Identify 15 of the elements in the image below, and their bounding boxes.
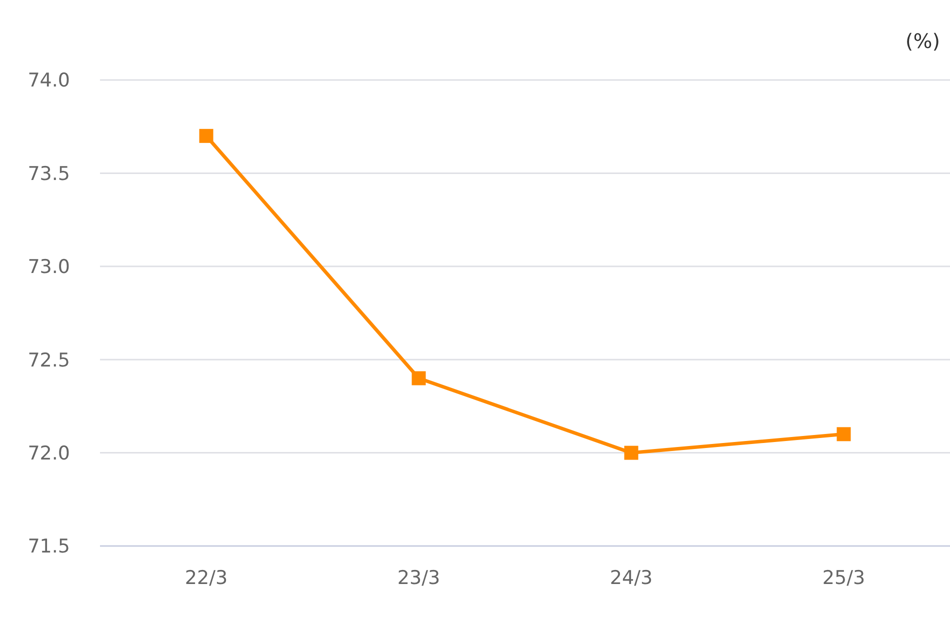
y-tick-label: 74.0 (28, 70, 70, 92)
point (836, 427, 851, 442)
y-tick-label: 72.5 (28, 349, 70, 372)
x-tick-label: 23/3 (397, 567, 440, 589)
point (624, 446, 638, 460)
y-tick-label: 72.0 (28, 442, 70, 464)
point (412, 371, 426, 386)
y-tick-label: 73.0 (28, 256, 70, 278)
x-tick-label: 25/3 (822, 567, 866, 589)
x-tick-label: 22/3 (184, 567, 228, 589)
y-tick-label: 71.5 (28, 536, 70, 558)
x-tick-label: 24/3 (610, 567, 653, 589)
y-axis-title: (%) (905, 29, 940, 53)
y-tick-label: 73.5 (28, 162, 70, 185)
point (199, 128, 214, 143)
